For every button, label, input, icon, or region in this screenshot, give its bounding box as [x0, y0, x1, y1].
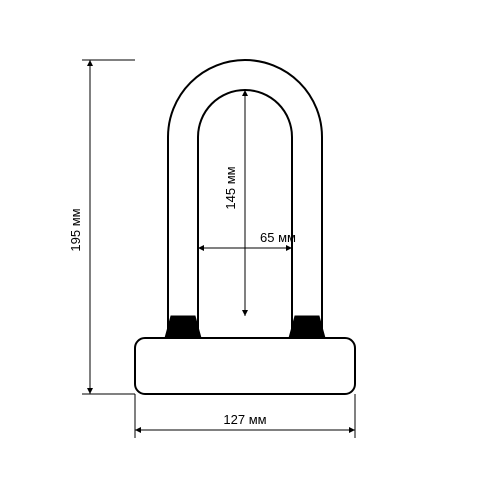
ulock-dimension-diagram: 195 мм 145 мм 65 мм 127 мм: [0, 0, 500, 500]
ulock-bracket-left: [165, 316, 201, 338]
dimension-total-height: 195 мм: [68, 60, 135, 394]
dim-label-base-width: 127 мм: [223, 412, 266, 427]
ulock-bracket-right: [289, 316, 325, 338]
dimension-base-width: 127 мм: [135, 394, 355, 438]
ulock-body: [135, 338, 355, 394]
dim-label-inner-height: 145 мм: [223, 166, 238, 209]
dim-label-total-height: 195 мм: [68, 208, 83, 251]
dimension-inner-width: 65 мм: [198, 230, 296, 248]
dimension-inner-height: 145 мм: [223, 90, 245, 316]
dim-label-inner-width: 65 мм: [260, 230, 296, 245]
